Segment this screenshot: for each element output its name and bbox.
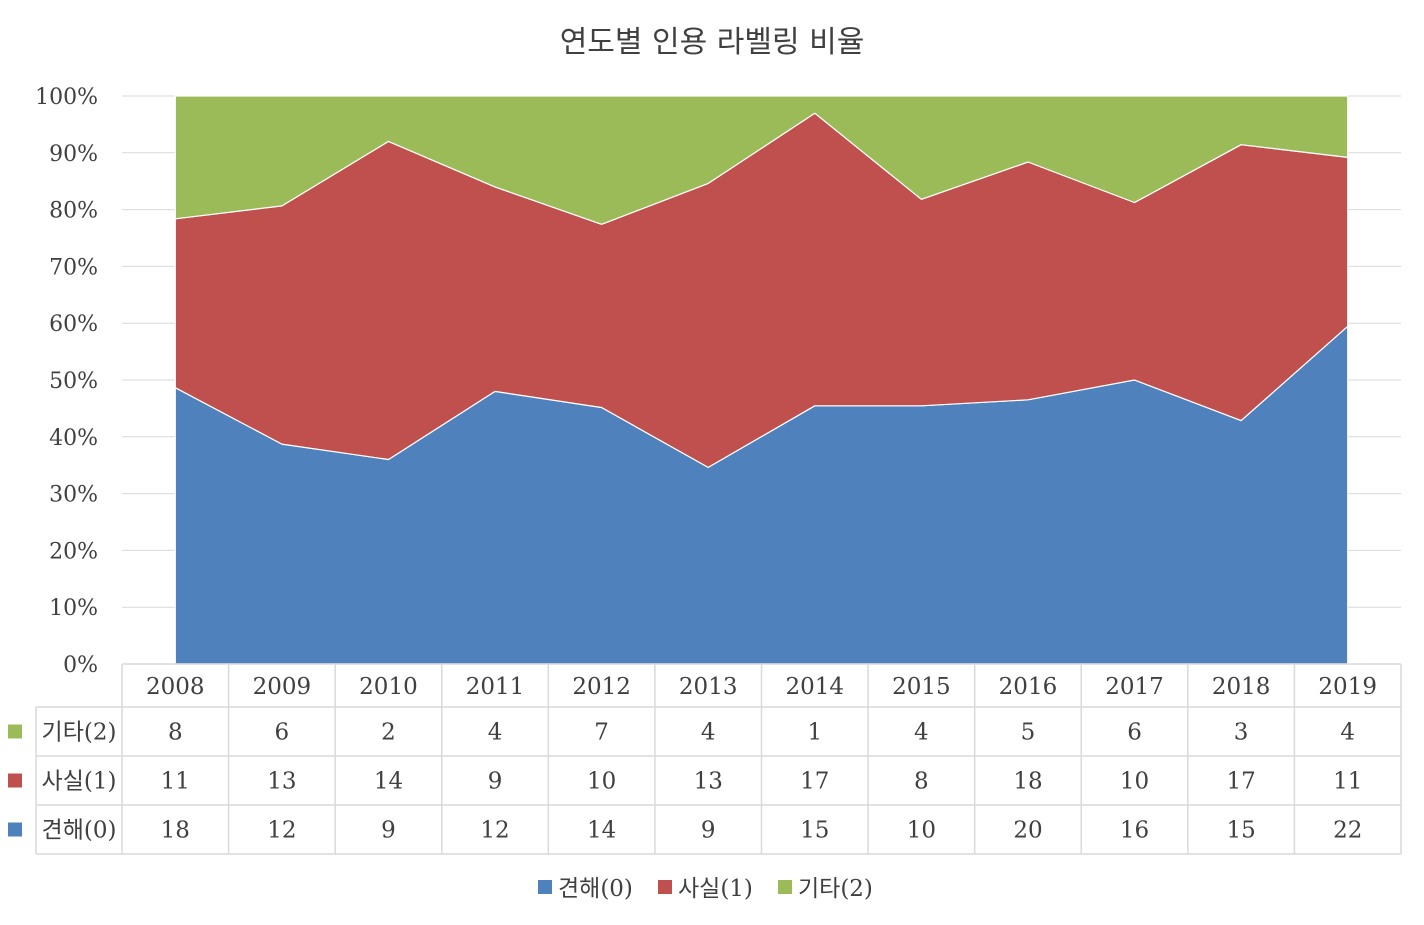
table-header-year: 2015 [892, 674, 951, 700]
table-header-year: 2013 [679, 674, 738, 700]
table-cell-value: 15 [1226, 818, 1255, 844]
table-cell-value: 6 [1127, 720, 1142, 746]
y-tick-label: 50% [49, 369, 98, 394]
y-tick-label: 0% [63, 653, 98, 678]
table-cell-value: 22 [1333, 818, 1362, 844]
table-legend-key [8, 822, 22, 837]
table-cell-value: 12 [480, 818, 509, 844]
table-cell-value: 11 [1333, 769, 1362, 795]
table-cell-value: 13 [694, 769, 723, 795]
table-cell-value: 8 [168, 720, 183, 746]
table-cell-value: 12 [267, 818, 296, 844]
table-legend-key [8, 724, 22, 739]
y-axis: 0% 10% 20% 30% 40% 50% 60% 70% 80% 90% 100% [35, 85, 98, 678]
table-cell-value: 4 [488, 720, 503, 746]
table-row-label: 사실(1) [42, 769, 117, 795]
legend-swatch [538, 880, 552, 894]
plot-areas [174, 95, 1349, 665]
y-tick-label: 10% [49, 596, 98, 621]
table-cell-value: 9 [381, 818, 396, 844]
y-tick-label: 70% [49, 255, 98, 280]
table-cell-value: 5 [1021, 720, 1036, 746]
series-area [174, 95, 1349, 225]
table-cell-value: 8 [914, 769, 929, 795]
table-header-year: 2017 [1105, 674, 1164, 700]
legend: 견해(0) 사실(1) 기타(2) [538, 876, 873, 902]
table-cell-value: 1 [807, 720, 822, 746]
legend-label: 견해(0) [558, 876, 633, 902]
table-header-year: 2012 [572, 674, 631, 700]
legend-swatch [658, 880, 672, 894]
table-cell-value: 4 [1340, 720, 1355, 746]
y-tick-label: 80% [49, 199, 98, 224]
table-cell-value: 13 [267, 769, 296, 795]
table-cell-value: 10 [587, 769, 616, 795]
y-tick-label: 60% [49, 312, 98, 337]
table-header-year: 2011 [466, 674, 525, 700]
data-table: 2008 2009 2010 2011 2012 2013 2014 2015 2016 2017… [8, 663, 1402, 855]
table-header-year: 2014 [786, 674, 845, 700]
y-tick-label: 30% [49, 483, 98, 508]
table-cell-value: 6 [275, 720, 290, 746]
table-cell-value: 15 [800, 818, 829, 844]
table-header-year: 2010 [359, 674, 418, 700]
table-cell-value: 17 [800, 769, 829, 795]
table-cell-value: 10 [907, 818, 936, 844]
y-tick-label: 40% [49, 426, 98, 451]
table-row-label: 기타(2) [42, 720, 117, 746]
table-cell-value: 7 [594, 720, 609, 746]
y-tick-label: 100% [35, 85, 98, 110]
legend-swatch [778, 880, 792, 894]
table-header-year: 2008 [146, 674, 205, 700]
table-cell-value: 18 [1013, 769, 1042, 795]
table-cell-value: 9 [701, 818, 716, 844]
legend-label: 사실(1) [678, 876, 753, 902]
table-cell-value: 4 [701, 720, 716, 746]
table-cell-value: 14 [587, 818, 616, 844]
table-cell-value: 3 [1234, 720, 1249, 746]
y-tick-label: 90% [49, 142, 98, 167]
table-cell-value: 9 [488, 769, 503, 795]
table-cell-value: 20 [1013, 818, 1042, 844]
table-cell-value: 4 [914, 720, 929, 746]
table-cell-value: 14 [374, 769, 403, 795]
table-cell-value: 16 [1120, 818, 1149, 844]
table-cell-value: 18 [161, 818, 190, 844]
table-cell-value: 2 [381, 720, 396, 746]
table-header-year: 2018 [1212, 674, 1271, 700]
table-cell-value: 11 [161, 769, 190, 795]
legend-label: 기타(2) [798, 876, 873, 902]
table-header-year: 2016 [999, 674, 1058, 700]
table-header-year: 2019 [1318, 674, 1377, 700]
chart-title: 연도별 인용 라벨링 비율 [560, 25, 865, 60]
table-legend-key [8, 773, 22, 788]
table-header-year: 2009 [253, 674, 312, 700]
table-cell-value: 10 [1120, 769, 1149, 795]
table-row-label: 견해(0) [42, 818, 117, 844]
y-tick-label: 20% [49, 539, 98, 564]
table-cell-value: 17 [1226, 769, 1255, 795]
